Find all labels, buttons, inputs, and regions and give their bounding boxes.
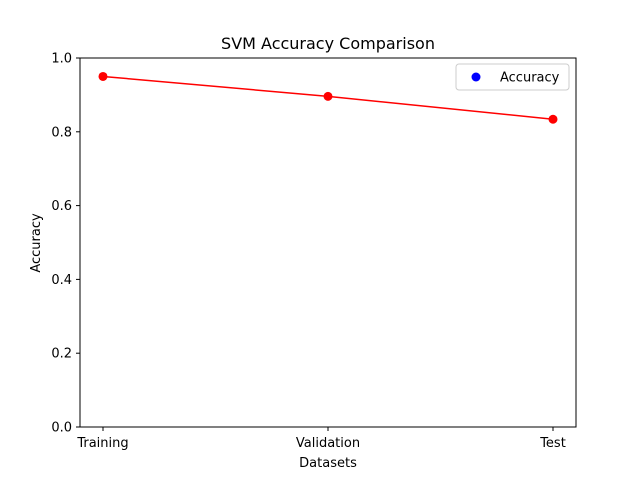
data-point-test xyxy=(548,114,558,124)
y-axis-label: Accuracy xyxy=(29,213,44,273)
chart-title: SVM Accuracy Comparison xyxy=(221,34,435,53)
legend-box xyxy=(455,63,570,91)
y-tick-label: 0.4 xyxy=(51,273,72,288)
y-tick-label: 0.6 xyxy=(51,199,72,214)
plot-frame xyxy=(79,57,577,428)
data-point-training xyxy=(98,71,108,81)
legend-marker-accuracy xyxy=(471,72,481,82)
x-axis-label: Datasets xyxy=(299,456,357,471)
y-tick-label: 0.2 xyxy=(51,347,72,362)
x-tick-label-training: Training xyxy=(76,436,128,451)
legend-label-accuracy: Accuracy xyxy=(500,71,560,86)
y-tick-label: 0.8 xyxy=(51,125,72,140)
legend: Accuracy xyxy=(455,63,570,91)
x-tick-label-validation: Validation xyxy=(296,436,360,451)
x-tick-label-test: Test xyxy=(539,436,566,451)
plot-area: 0.0 0.2 0.4 0.6 0.8 1.0 Training Validation Test xyxy=(51,52,577,451)
data-point-validation xyxy=(323,91,333,101)
y-tick-label: 1.0 xyxy=(51,52,72,67)
y-tick-label: 0.0 xyxy=(51,421,72,436)
